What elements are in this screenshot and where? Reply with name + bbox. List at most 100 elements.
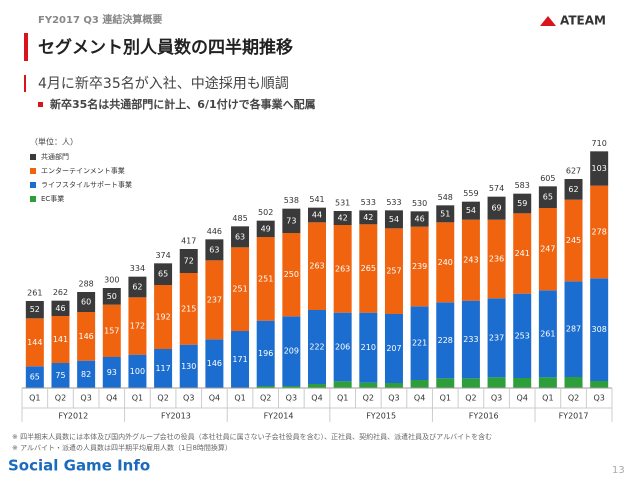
total-label: 605: [540, 174, 555, 183]
segment-label: 42: [338, 214, 348, 223]
bar-segment: [179, 344, 198, 388]
bullet-mark: [38, 102, 43, 107]
bar-segment: [410, 306, 429, 380]
bar-segment: [282, 208, 301, 233]
segment-label: 245: [566, 236, 581, 245]
segment-label: 261: [540, 329, 555, 338]
bar-segment: [590, 185, 609, 279]
segment-label: 141: [53, 335, 68, 344]
bar-segment: [384, 314, 403, 383]
bar-segment: [205, 239, 224, 261]
bar-segment: [461, 201, 480, 220]
x-tick-label: Q4: [311, 394, 322, 403]
bar-segment: [308, 310, 326, 384]
x-tick-label: Q4: [414, 394, 425, 403]
segment-label: 93: [107, 368, 117, 377]
segment-label: 207: [386, 344, 401, 353]
bar-segment: [487, 298, 506, 378]
bar-segment: [51, 316, 70, 363]
segment-label: 233: [463, 335, 478, 344]
segment-label: 172: [130, 322, 145, 331]
bar-segment: [410, 211, 429, 227]
bullet: 新卒35名は共通部門に計上、6/1付けで各事業へ配属: [50, 97, 316, 111]
bar-segment: [461, 378, 480, 388]
bar-segment: [256, 220, 275, 237]
total-label: 533: [361, 198, 376, 207]
bar-segment: [461, 219, 480, 301]
bar-segment: [231, 226, 250, 248]
legend-swatch: [30, 182, 36, 188]
bar-segment: [25, 318, 44, 367]
segment-label: 243: [463, 256, 478, 265]
segment-label: 241: [515, 249, 530, 258]
bar-segment: [487, 377, 506, 388]
bar-segment: [564, 281, 583, 377]
bar-segment: [513, 213, 532, 294]
bar-segment: [51, 300, 70, 316]
title-bar: [24, 33, 28, 61]
bar-segment: [333, 381, 352, 388]
bar-segment: [384, 228, 403, 314]
group-label: FY2013: [161, 412, 191, 421]
footnote: ※ 四半期末人員数には本体及び国内外グループ会社の役員（本社社員に属さない子会社…: [12, 432, 492, 441]
segment-label: 221: [412, 339, 427, 348]
group-label: FY2017: [559, 412, 589, 421]
legend-label: ライフスタイルサポート事業: [41, 180, 132, 189]
bar-segment: [179, 249, 198, 273]
segment-label: 117: [155, 364, 170, 373]
segment-label: 209: [284, 347, 299, 356]
legend-label: EC事業: [41, 194, 64, 203]
total-label: 574: [489, 184, 504, 193]
bar-segment: [282, 233, 301, 317]
group-label: FY2016: [469, 412, 499, 421]
logo-mark: [540, 16, 556, 26]
bar-segment: [154, 285, 173, 349]
bar-segment: [25, 301, 44, 319]
group-label: FY2012: [58, 412, 88, 421]
total-label: 627: [566, 167, 581, 176]
bar-segment: [359, 312, 378, 383]
segment-label: 46: [415, 215, 425, 224]
bar-segment: [590, 278, 609, 381]
x-tick-label: Q3: [491, 394, 502, 403]
group-label: FY2014: [264, 412, 294, 421]
segment-label: 59: [517, 199, 527, 208]
segment-label: 46: [55, 304, 65, 313]
x-tick-label: Q2: [260, 394, 271, 403]
bar-segment: [538, 377, 557, 388]
x-tick-label: Q4: [106, 394, 117, 403]
segment-label: 196: [258, 349, 273, 358]
total-label: 502: [258, 208, 273, 217]
source-logo: Social Game Info: [8, 457, 150, 475]
bar-segment: [384, 383, 403, 388]
total-label: 533: [386, 198, 401, 207]
segment-label: 222: [309, 343, 324, 352]
segment-label: 52: [30, 305, 40, 314]
total-label: 261: [27, 289, 42, 298]
x-tick-label: Q3: [388, 394, 399, 403]
segment-label: 60: [81, 298, 91, 307]
total-label: 548: [438, 193, 453, 202]
segment-label: 251: [232, 285, 247, 294]
segment-label: 62: [132, 283, 142, 292]
bar-segment: [102, 357, 121, 388]
segment-label: 65: [543, 193, 553, 202]
segment-label: 210: [361, 343, 376, 352]
segment-label: 287: [566, 325, 581, 334]
subtitle: 4月に新卒35名が入社、中途採用も順調: [38, 75, 289, 92]
segment-label: 100: [130, 367, 145, 376]
x-tick-label: Q3: [593, 394, 604, 403]
bar-segment: [410, 380, 429, 388]
segment-label: 63: [235, 232, 245, 241]
x-tick-label: Q1: [542, 394, 553, 403]
total-label: 531: [335, 199, 350, 208]
bar-segment: [590, 381, 609, 388]
bar-segment: [564, 179, 583, 200]
x-tick-label: Q2: [363, 394, 374, 403]
segment-label: 215: [181, 304, 196, 313]
bar-segment: [128, 276, 147, 298]
bar-segment: [179, 273, 198, 345]
segment-label: 240: [438, 258, 453, 267]
bar-segment: [590, 151, 609, 186]
